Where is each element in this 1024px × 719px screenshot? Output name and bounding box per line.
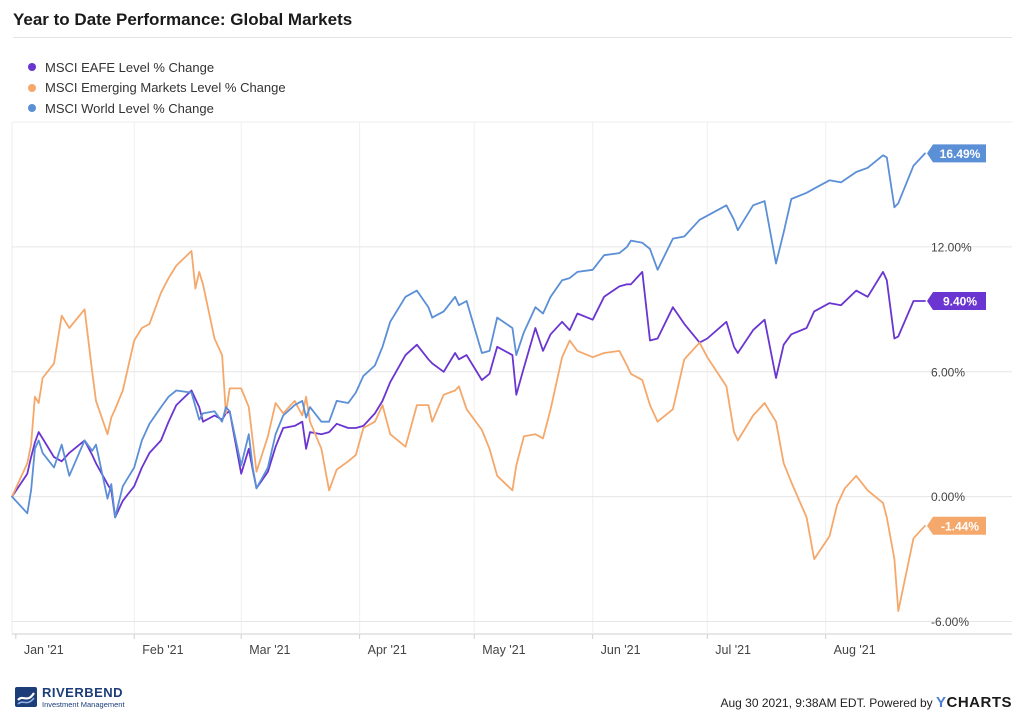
legend-item-emerging-markets[interactable]: MSCI Emerging Markets Level % Change xyxy=(28,78,286,99)
x-tick-label: Jan '21 xyxy=(24,643,64,657)
legend-label-emerging-markets: MSCI Emerging Markets Level % Change xyxy=(45,80,286,96)
last-value-flag-world-label: 16.49% xyxy=(940,147,981,161)
legend-label-world: MSCI World Level % Change xyxy=(45,100,214,116)
y-tick-label: 0.00% xyxy=(931,490,965,504)
footer-attribution: Aug 30 2021, 9:38AM EDT. Powered by YCHA… xyxy=(721,694,1013,711)
series-line-emerging-markets xyxy=(11,250,926,612)
x-tick-label: May '21 xyxy=(482,643,525,657)
last-value-flag-world xyxy=(927,144,986,163)
x-tick-label: Jul '21 xyxy=(715,643,751,657)
legend-marker-eafe xyxy=(28,63,36,72)
last-value-flag-eafe-label: 9.40% xyxy=(943,294,977,308)
chart-legend: MSCI EAFE Level % Change MSCI Emerging M… xyxy=(28,57,286,119)
x-tick-label: Apr '21 xyxy=(368,643,407,657)
title-divider xyxy=(13,37,1012,38)
riverbend-logo: RIVERBEND Investment Management xyxy=(14,684,134,712)
x-tick-label: Jun '21 xyxy=(601,643,641,657)
ycharts-logo[interactable]: YCHARTS xyxy=(936,694,1012,711)
legend-label-eafe: MSCI EAFE Level % Change xyxy=(45,59,215,75)
legend-item-eafe[interactable]: MSCI EAFE Level % Change xyxy=(28,57,286,78)
y-tick-label: -6.00% xyxy=(931,615,969,629)
chart-title: Year to Date Performance: Global Markets xyxy=(13,10,353,29)
ycharts-logo-text: CHARTS xyxy=(946,694,1012,711)
x-tick-label: Mar '21 xyxy=(249,643,290,657)
x-tick-label: Aug '21 xyxy=(834,643,876,657)
logo-subtitle: Investment Management xyxy=(42,700,125,709)
series-line-eafe xyxy=(11,270,926,519)
legend-marker-emerging-markets xyxy=(28,83,36,92)
last-value-flag-emerging-markets-label: -1.44% xyxy=(941,519,979,533)
ycharts-logo-y: Y xyxy=(935,694,947,711)
last-value-flag-eafe xyxy=(927,291,986,310)
legend-marker-world xyxy=(28,104,36,113)
series-line-world xyxy=(11,152,926,519)
riverbend-logo-icon xyxy=(15,687,37,707)
legend-item-world[interactable]: MSCI World Level % Change xyxy=(28,98,286,119)
y-tick-label: 6.00% xyxy=(931,365,965,379)
x-tick-label: Feb '21 xyxy=(142,643,183,657)
logo-name: RIVERBEND xyxy=(42,685,124,700)
last-value-flag-emerging-markets xyxy=(927,516,986,535)
timestamp-text: Aug 30 2021, 9:38AM EDT. Powered by xyxy=(720,696,933,710)
y-tick-label: 12.00% xyxy=(931,240,972,254)
